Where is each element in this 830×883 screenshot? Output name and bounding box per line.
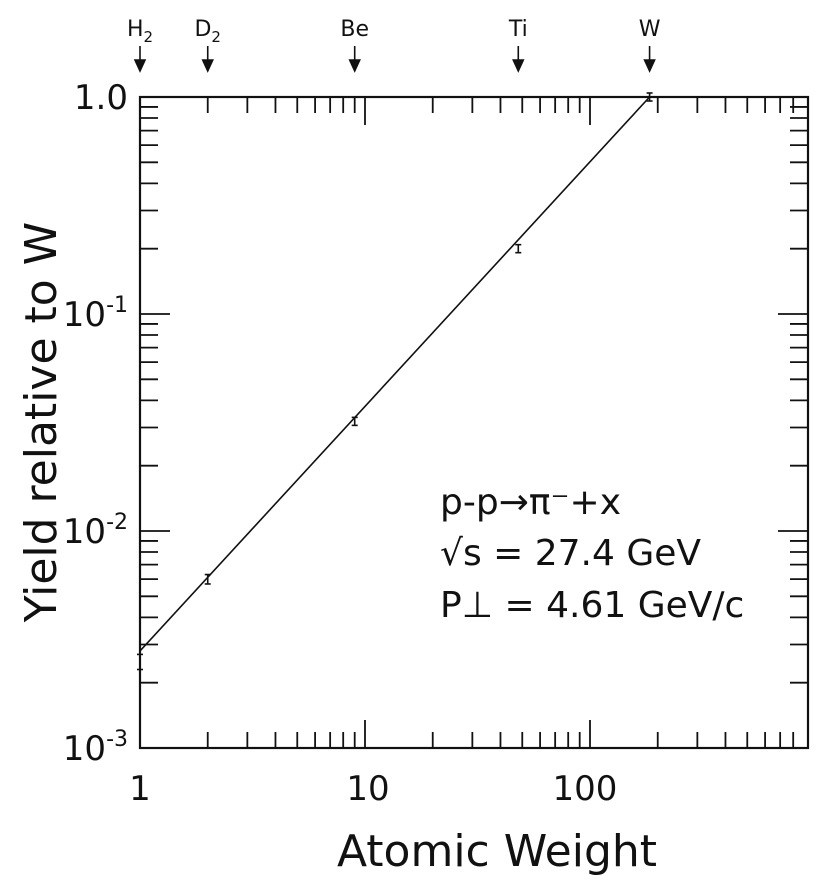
- x-axis-label: Atomic Weight: [337, 826, 657, 877]
- fit-line: [139, 96, 651, 652]
- data-point: [646, 92, 653, 102]
- x-tick-label-100: 100: [553, 769, 618, 809]
- target-marker: Be: [340, 17, 369, 73]
- down-arrow-icon: [201, 59, 214, 73]
- down-arrow-icon: [512, 59, 525, 73]
- tick-layer: [139, 96, 808, 749]
- data-point: [515, 243, 522, 254]
- x-tick-label-10: 10: [346, 769, 389, 809]
- down-arrow-icon: [133, 59, 147, 73]
- y-axis-label: Yield relative to W: [16, 222, 67, 623]
- y-tick-label: 1.0: [74, 78, 128, 118]
- data-point: [204, 573, 211, 585]
- target-marker: W: [639, 17, 661, 73]
- down-arrow-icon: [643, 59, 656, 73]
- target-marker: H2: [127, 17, 153, 73]
- annotation-reaction: p-p→π⁻+x: [440, 482, 621, 523]
- target-markers: H2 D2 Be Ti W: [127, 17, 661, 73]
- y-tick-labels: 1.0 10-1 10-2 10-3: [63, 78, 128, 769]
- target-marker: D2: [194, 17, 221, 73]
- data-point: [351, 416, 358, 427]
- x-tick-label-1: 1: [129, 769, 151, 809]
- target-label: Ti: [508, 17, 528, 42]
- data-point: [137, 653, 143, 671]
- target-label: W: [639, 17, 661, 42]
- y-tick-label: 10-1: [63, 293, 128, 335]
- y-tick-label: 10-3: [63, 727, 128, 769]
- annotation-momentum: P⊥ = 4.61 GeV/c: [440, 585, 744, 626]
- target-label: H2: [127, 17, 153, 46]
- y-tick-label: 10-2: [63, 510, 128, 552]
- plot-frame: [138, 95, 810, 750]
- target-label: D2: [194, 17, 221, 46]
- down-arrow-icon: [348, 59, 361, 73]
- annotation-energy: √s = 27.4 GeV: [440, 533, 701, 574]
- target-marker: Ti: [508, 17, 528, 73]
- target-label: Be: [340, 17, 369, 42]
- data-points: [137, 92, 653, 671]
